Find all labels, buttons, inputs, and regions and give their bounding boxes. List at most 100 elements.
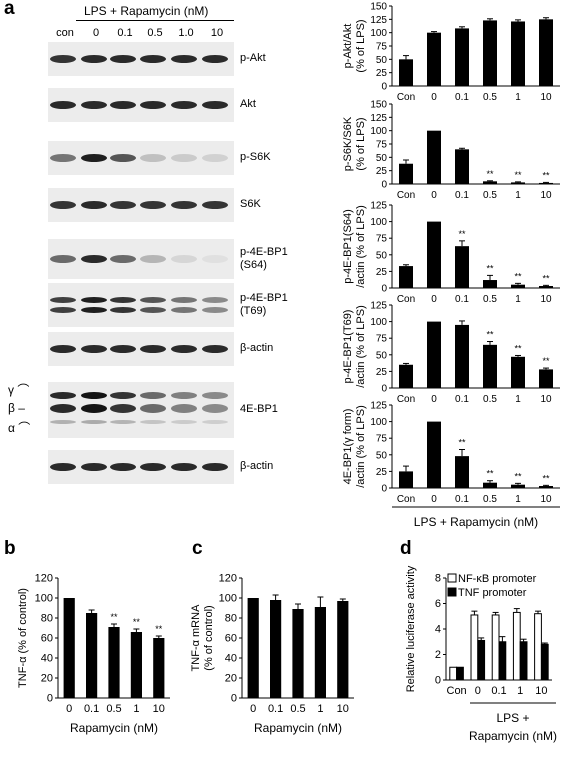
y-tick-label: 0 (381, 384, 387, 395)
significance-mark: ** (542, 170, 550, 180)
blot-label: p-Akt (240, 52, 266, 64)
panel-letter-d: d (400, 538, 412, 559)
protein-band (140, 463, 166, 471)
x-tick-label: 10 (337, 703, 349, 715)
blot-label: S6K (240, 198, 261, 210)
y-tick-label: 25 (376, 267, 388, 278)
d-x-axis-label: LPS + (496, 711, 529, 725)
bar (427, 321, 441, 388)
blot-strip (48, 450, 234, 484)
protein-band (140, 255, 166, 263)
y-tick-label: 2 (435, 649, 441, 661)
x-axis-label: Rapamycin (nM) (70, 721, 158, 735)
y-axis-label: /actin (% of LPS) (355, 305, 367, 388)
panel-letter-a: a (4, 0, 15, 19)
blot-strip (48, 141, 234, 175)
protein-band (81, 255, 107, 263)
blot-label: p-S6K (240, 151, 271, 163)
y-tick-label: 25 (376, 166, 388, 177)
protein-band (171, 392, 197, 399)
protein-band (171, 345, 197, 353)
x-tick-label: 1 (515, 494, 521, 505)
x-tick-label: 1 (515, 394, 521, 405)
protein-band (140, 404, 166, 413)
x-tick-label: 0 (431, 394, 437, 405)
x-tick-label: Con (397, 92, 415, 103)
protein-band (50, 101, 76, 109)
bar (519, 641, 528, 681)
protein-band (81, 307, 107, 313)
bar (477, 639, 486, 681)
bar (534, 613, 542, 681)
y-tick-label: 125 (370, 201, 387, 212)
significance-mark: ** (458, 229, 466, 239)
y-tick-label: 25 (376, 467, 388, 478)
protein-band (171, 404, 197, 413)
y-tick-label: 4 (435, 624, 441, 636)
bar (456, 666, 464, 681)
bar (427, 32, 441, 86)
x-tick-label: 0 (250, 703, 256, 715)
significance-mark: ** (458, 437, 466, 447)
bar (511, 21, 525, 86)
bar (247, 598, 259, 698)
bar (399, 364, 413, 388)
protein-band (50, 420, 76, 424)
y-tick-label: 125 (370, 401, 387, 412)
legend-label: TNF promoter (458, 587, 527, 599)
protein-band (202, 420, 228, 424)
d-x-axis-label: Rapamycin (nM) (469, 729, 557, 743)
bar (449, 666, 458, 681)
protein-band (202, 463, 228, 471)
y-tick-label: 75 (376, 434, 388, 445)
x-tick-label: Con (397, 190, 415, 201)
y-axis-label: p-4E-BP1(S64) (342, 209, 354, 284)
x-tick-label: 1 (515, 294, 521, 305)
x-tick-label: 1 (517, 685, 523, 697)
x-tick-label: 0.5 (483, 92, 497, 103)
bar (539, 286, 553, 288)
y-tick-label: 50 (376, 450, 388, 461)
significance-mark: ** (514, 343, 522, 353)
bar (108, 627, 120, 698)
x-tick-label: 0.1 (455, 190, 469, 201)
bar (455, 456, 469, 488)
significance-mark: ** (542, 356, 550, 366)
x-tick-label: 0 (431, 92, 437, 103)
y-tick-label: 125 (370, 15, 387, 26)
chart-a4: 0 25 50 75 100 125 Con 0 0.1 0.5 1 10 ** ** ** p-4E-BP1… (342, 301, 560, 405)
y-tick-label: 75 (376, 334, 388, 345)
bar (539, 486, 553, 488)
y-axis-label: /actin (% of LPS) (355, 205, 367, 288)
bar (512, 611, 521, 681)
x-axis-label: Rapamycin (nM) (254, 721, 342, 735)
protein-band (140, 345, 166, 353)
protein-band (171, 55, 197, 63)
y-tick-label: 75 (376, 140, 388, 151)
y-tick-label: 120 (219, 573, 237, 585)
lane-label: 10 (210, 27, 224, 39)
bar (153, 638, 165, 698)
blot-label: Akt (240, 98, 256, 110)
significance-mark: ** (514, 271, 522, 281)
x-tick-label: 0.5 (483, 294, 497, 305)
blot-strip (48, 332, 234, 366)
protein-band (202, 307, 228, 313)
x-tick-label: 0.1 (455, 494, 469, 505)
x-tick-label: 0.5 (483, 394, 497, 405)
x-tick-label: 0.5 (106, 703, 121, 715)
protein-band (202, 55, 228, 63)
y-tick-label: 40 (225, 653, 237, 665)
x-tick-label: 0.1 (84, 703, 99, 715)
protein-band (110, 297, 136, 303)
protein-band (81, 297, 107, 303)
protein-band (171, 201, 197, 209)
y-tick-label: 60 (225, 633, 237, 645)
lane-label: 1.0 (178, 27, 194, 39)
significance-mark: ** (155, 624, 163, 634)
x-tick-label: 0 (475, 685, 481, 697)
y-tick-label: 0 (381, 82, 387, 93)
x-tick-label: 10 (535, 685, 547, 697)
protein-band (110, 154, 136, 162)
protein-band (140, 154, 166, 162)
